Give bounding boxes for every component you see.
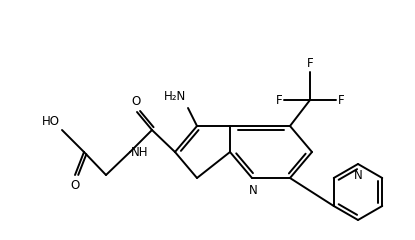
Text: O: O [132,95,141,108]
Text: O: O [71,179,80,192]
Text: F: F [338,94,344,107]
Text: F: F [307,57,313,70]
Text: H₂N: H₂N [164,90,186,103]
Text: N: N [354,169,362,182]
Text: N: N [249,184,257,197]
Text: F: F [276,94,282,107]
Text: HO: HO [42,115,60,128]
Text: NH: NH [131,145,149,158]
